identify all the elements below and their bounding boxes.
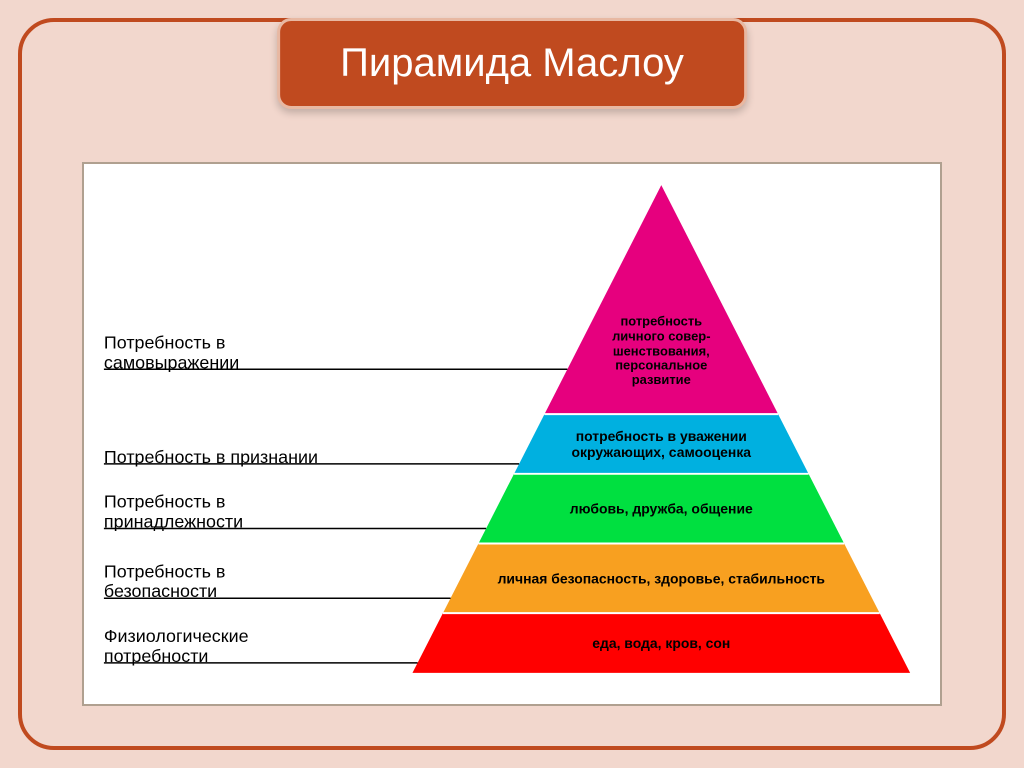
pyramid-level-text-self_actualization: потребность личного совер- шенствования,… bbox=[597, 297, 725, 406]
pyramid-level-text-esteem: потребность в уважении окружающих, самоо… bbox=[554, 414, 769, 474]
left-label-self_actualization: Потребность в самовыражении bbox=[104, 324, 343, 374]
pyramid-diagram: еда, вода, кров, сонличная безопасность,… bbox=[84, 164, 940, 704]
content-panel: еда, вода, кров, сонличная безопасность,… bbox=[82, 162, 942, 706]
left-label-belonging: Потребность в принадлежности bbox=[104, 483, 343, 533]
pyramid-level-text-belonging: любовь, дружба, общение bbox=[526, 474, 797, 544]
pyramid-level-text-physiological: еда, вода, кров, сон bbox=[460, 613, 862, 673]
slide-frame: Пирамида Маслоу еда, вода, кров, сонличн… bbox=[18, 18, 1006, 750]
slide-title: Пирамида Маслоу bbox=[340, 41, 684, 85]
left-label-safety: Потребность в безопасности bbox=[104, 552, 343, 602]
left-label-esteem: Потребность в признании bbox=[104, 418, 343, 468]
pyramid-level-text-safety: личная безопасность, здоровье, стабильно… bbox=[493, 543, 829, 613]
title-box: Пирамида Маслоу bbox=[277, 18, 747, 109]
left-label-physiological: Физиологические потребности bbox=[104, 617, 343, 667]
slide: Пирамида Маслоу еда, вода, кров, сонличн… bbox=[0, 0, 1024, 768]
